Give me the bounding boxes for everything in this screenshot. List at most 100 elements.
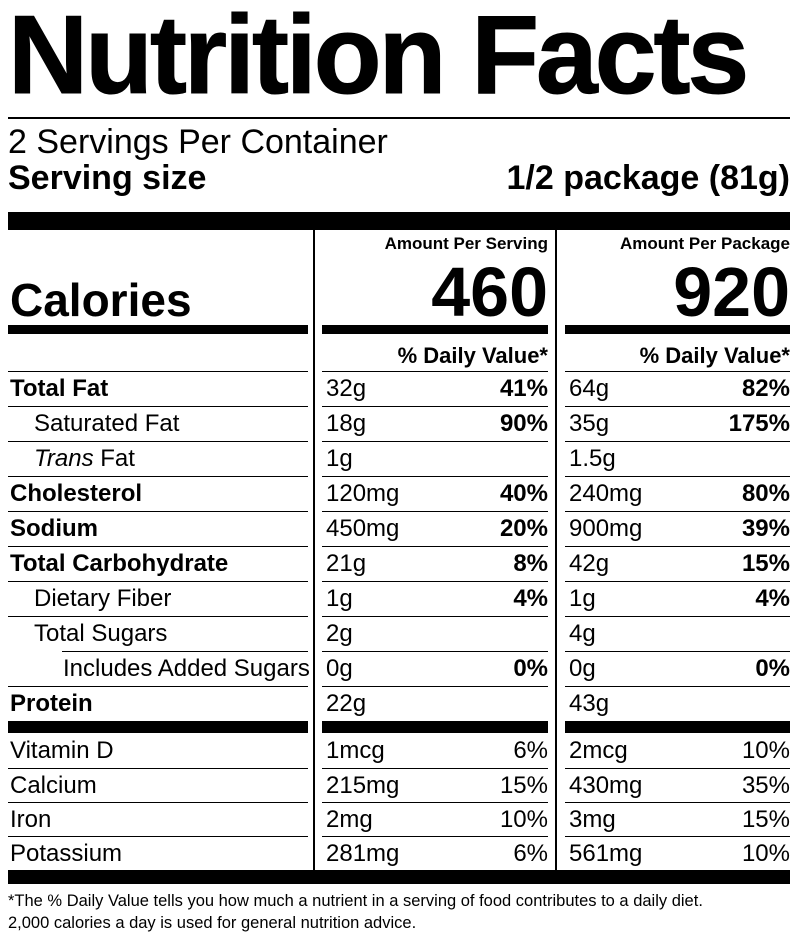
serving-values: 2mg 10% [322,802,548,836]
title-divider-rule [8,117,790,119]
package-values: 1.5g [565,441,790,476]
package-amount: 0g [569,655,596,682]
servings-per-container: 2 Servings Per Container [8,123,388,161]
serving-values: 32g 41% [322,371,548,406]
label-title: Nutrition Facts [7,0,749,117]
serving-daily-value: 8% [513,550,548,577]
package-amount: 4g [569,620,596,647]
package-daily-value: 82% [741,375,790,402]
amount-per-serving-header: Amount Per Serving [384,234,548,253]
nutrient-row: Includes Added Sugars 0g 0% 0g 0% [0,651,800,686]
nutrient-row: Saturated Fat 18g 90% 35g 175% [0,406,800,441]
serving-amount: 450mg [326,515,400,542]
package-amount: 3mg [569,805,616,833]
serving-values: 0g 0% [322,651,548,686]
nutrient-name-cell: Total Fat [8,371,308,406]
nutrient-name-cell: Sodium [8,511,308,546]
serving-daily-value: 6% [513,737,548,764]
amount-headers-row: Amount Per Serving Amount Per Package [0,230,800,256]
package-daily-value: 10% [741,839,790,867]
nutrient-row: Trans Fat 1g 1.5g [0,441,800,476]
package-daily-value: 10% [741,737,790,764]
serving-size-value: 1/2 package (81g) [506,159,790,197]
nutrient-row: Protein 22g 43g [0,686,800,721]
nutrient-name: Includes Added Sugars [63,655,310,682]
package-values: 64g 82% [565,371,790,406]
package-values: 240mg 80% [565,476,790,511]
nutrient-name: Total Carbohydrate [10,550,229,577]
nutrient-row: Cholesterol 120mg 40% 240mg 80% [0,476,800,511]
calories-bar-left [8,325,308,334]
package-amount: 1.5g [569,445,616,472]
nutrient-name-cell: Total Carbohydrate [8,546,308,581]
package-amount: 64g [569,375,610,402]
package-daily-value: 4% [755,585,790,612]
serving-daily-value: 0% [513,655,548,682]
footnote-line-1: *The % Daily Value tells you how much a … [8,892,703,910]
package-values: 4g [565,616,790,651]
package-amount: 42g [569,550,610,577]
package-daily-value: 175% [728,410,790,437]
package-amount: 240mg [569,480,643,507]
package-values: 1g 4% [565,581,790,616]
package-amount: 561mg [569,839,643,867]
package-daily-value: 39% [741,515,790,542]
serving-daily-value: 41% [499,375,548,402]
vitamin-rows: Vitamin D 1mcg 6% 2mcg 10% Calcium 215mg 15% 430… [0,734,800,870]
vitamin-separator-bar [0,721,800,734]
serving-daily-value: 40% [499,480,548,507]
nutrient-name: Vitamin D [10,737,114,764]
serving-amount: 1g [326,585,353,612]
serving-values: 18g 90% [322,406,548,441]
nutrient-row: Total Sugars 2g 4g [0,616,800,651]
nutrient-row: Sodium 450mg 20% 900mg 39% [0,511,800,546]
package-values: 561mg 10% [565,836,790,870]
package-amount: 1g [569,585,596,612]
vitamin-row: Vitamin D 1mcg 6% 2mcg 10% [0,734,800,768]
nutrient-name: Protein [10,690,93,717]
package-daily-value: 0% [755,655,790,682]
calories-bar-serving [322,325,548,334]
nutrient-name-cell: Dietary Fiber [8,581,308,616]
serving-daily-value: 90% [499,410,548,437]
nutrient-name-cell: Total Sugars [8,616,308,651]
serving-values: 281mg 6% [322,836,548,870]
serving-values: 1mcg 6% [322,734,548,768]
serving-amount: 1mcg [326,737,385,764]
package-amount: 900mg [569,515,643,542]
nutrition-table: Amount Per Serving Amount Per Package Ca… [0,230,800,884]
calories-label: Calories [10,273,192,326]
serving-daily-value: 20% [499,515,548,542]
serving-values: 215mg 15% [322,768,548,802]
package-amount: 2mcg [569,737,628,764]
vitamin-name-cell: Vitamin D [8,734,308,768]
vitamin-bar-serving [322,721,548,733]
daily-value-header-row: % Daily Value* % Daily Value* [0,335,800,371]
calories-per-serving-value: 460 [431,253,548,331]
nutrient-rows: Total Fat 32g 41% 64g 82% Saturated Fat 18g 90%… [0,371,800,721]
header-thick-bar [8,212,790,230]
nutrient-name: Potassium [10,839,123,867]
package-daily-value: 15% [741,550,790,577]
nutrient-row: Total Fat 32g 41% 64g 82% [0,371,800,406]
package-values: 42g 15% [565,546,790,581]
package-values: 3mg 15% [565,802,790,836]
nutrient-name: Trans Fat [34,445,135,472]
package-amount: 35g [569,410,610,437]
nutrient-name: Calcium [10,771,97,799]
package-amount: 430mg [569,771,643,799]
package-daily-value: 35% [741,771,790,799]
vitamin-name-cell: Iron [8,802,308,836]
serving-values: 1g 4% [322,581,548,616]
package-values: 900mg 39% [565,511,790,546]
footnote-line-2: 2,000 calories a day is used for general… [8,914,417,932]
serving-amount: 1g [326,445,353,472]
serving-values: 1g [322,441,548,476]
serving-values: 120mg 40% [322,476,548,511]
nutrient-name-cell: Cholesterol [8,476,308,511]
serving-values: 22g [322,686,548,721]
nutrient-row: Total Carbohydrate 21g 8% 42g 15% [0,546,800,581]
serving-amount: 0g [326,655,353,682]
nutrient-name: Iron [10,805,52,833]
